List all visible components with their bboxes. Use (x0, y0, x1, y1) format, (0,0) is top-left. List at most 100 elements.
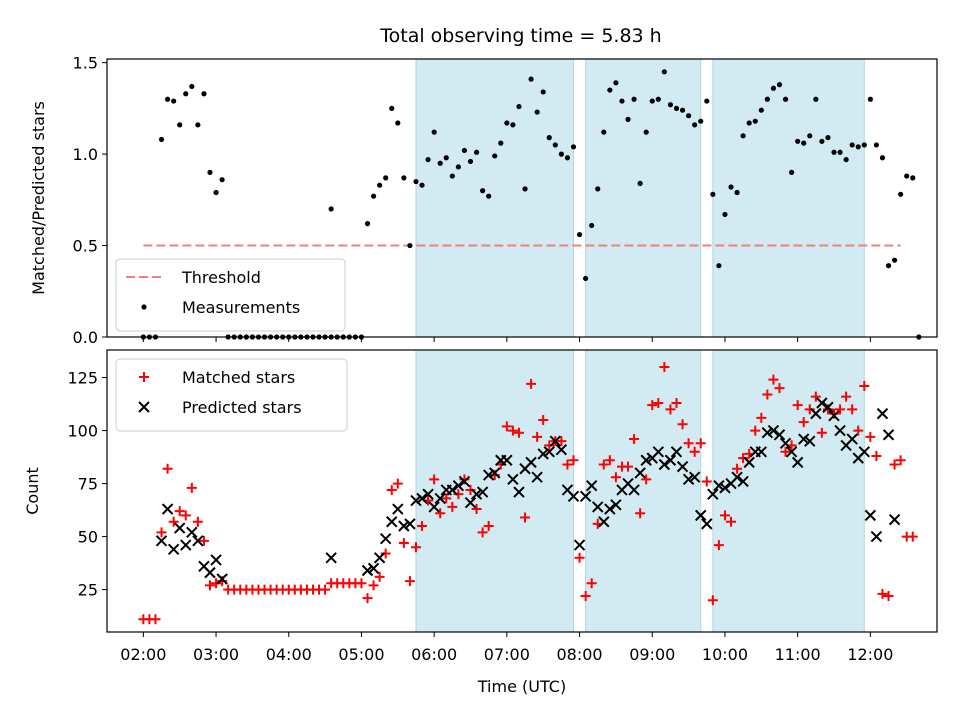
predicted-star-point (888, 513, 901, 526)
matched-star-point (768, 374, 779, 385)
predicted-star-point (549, 435, 562, 447)
measurement-point (643, 129, 649, 135)
predicted-star-point (386, 516, 398, 528)
measurement-point (480, 188, 486, 194)
legend: Matched stars Predicted stars (115, 358, 348, 432)
measurement-point (413, 178, 419, 185)
matched-star-point (835, 404, 846, 415)
measurement-point (619, 98, 625, 104)
predicted-star-point (652, 446, 665, 458)
matched-star-point (368, 580, 379, 591)
matched-star-point (168, 516, 179, 527)
matched-star-point (404, 576, 415, 587)
matched-star-point (883, 590, 894, 601)
matched-star-point (532, 431, 543, 442)
measurement-point (486, 193, 492, 199)
measurement-point (328, 206, 334, 212)
chart-title: Total observing time = 5.83 h (379, 25, 661, 47)
measurement-point (389, 105, 395, 111)
measurement-point (437, 160, 443, 166)
matched-star-point (683, 438, 694, 449)
predicted-star-point (761, 426, 774, 439)
predicted-star-point (167, 543, 180, 556)
predicted-star-point (204, 566, 216, 579)
matched-star-point (574, 552, 585, 563)
predicted-star-point (180, 539, 192, 551)
measurement-point (595, 186, 601, 192)
predicted-star-point (585, 479, 598, 492)
measurement-point (177, 122, 183, 128)
matched-star-point (483, 520, 494, 531)
predicted-star-point (537, 448, 549, 460)
matched-star-point (374, 571, 385, 582)
measurement-point (158, 136, 165, 143)
predicted-star-point (555, 443, 568, 456)
matched-star-point (471, 504, 482, 515)
predicted-star-point (658, 458, 671, 471)
measurement-point (558, 151, 564, 157)
matched-star-point (150, 614, 161, 625)
predicted-star-point (325, 552, 337, 564)
predicted-star-point (579, 490, 592, 503)
measurement-point (728, 184, 734, 190)
measurement-point (631, 96, 637, 102)
predicted-star-point (410, 494, 422, 507)
measurement-point (552, 142, 558, 148)
measurement-point (576, 231, 583, 238)
matched-star-point (465, 484, 476, 495)
matched-star-point (610, 472, 621, 483)
measurement-point (473, 149, 480, 155)
predicted-star-point (476, 486, 489, 498)
y-tick-label: 1.0 (73, 145, 98, 164)
predicted-star-point (373, 552, 386, 564)
measurement-point (849, 142, 855, 148)
predicted-star-point (767, 424, 780, 437)
y-tick-label: 0.5 (73, 237, 98, 256)
matched-star-point (877, 588, 888, 599)
matched-star-point (798, 417, 809, 428)
matched-star-point (816, 427, 827, 438)
matched-star-point (598, 459, 609, 470)
measurement-point (898, 191, 904, 197)
matched-star-point (180, 510, 191, 521)
predicted-star-point (392, 503, 404, 515)
matched-star-point (841, 391, 852, 402)
measurement-point (795, 138, 801, 144)
matched-star-point (398, 537, 409, 548)
measurement-point (740, 133, 746, 139)
x-tick-label: 04:00 (266, 645, 312, 664)
measurement-point (607, 87, 613, 93)
matched-star-point (677, 419, 688, 430)
matched-star-point (501, 421, 512, 432)
predicted-star-point (676, 460, 689, 473)
matched-star-point (665, 404, 676, 415)
predicted-star-point (464, 496, 477, 509)
predicted-star-point (470, 488, 483, 500)
measurement-point (873, 142, 880, 148)
matched-star-point (707, 595, 718, 606)
predicted-star-point (155, 535, 168, 547)
observing-window-shade (585, 58, 702, 338)
matched-star-point (853, 425, 864, 436)
matched-star-point (871, 451, 882, 462)
predicted-star-point (707, 488, 719, 500)
measurement-point (583, 275, 589, 282)
predicted-star-point (804, 435, 816, 447)
measurement-point (601, 129, 607, 135)
measurement-point (370, 193, 377, 199)
legend-label: Matched stars (182, 368, 295, 387)
measurement-point (498, 140, 504, 146)
measurement-point (698, 118, 704, 124)
predicted-star-point (422, 488, 434, 500)
predicted-star-point (773, 429, 786, 441)
measurement-point (686, 113, 692, 119)
predicted-star-point (822, 401, 834, 413)
predicted-star-point (610, 499, 622, 511)
matched-star-point (211, 578, 222, 589)
measurement-point (782, 96, 789, 102)
predicted-star-point (513, 486, 525, 498)
measurement-point (207, 169, 213, 175)
predicted-star-point (713, 479, 725, 492)
matched-star-point (392, 478, 403, 489)
